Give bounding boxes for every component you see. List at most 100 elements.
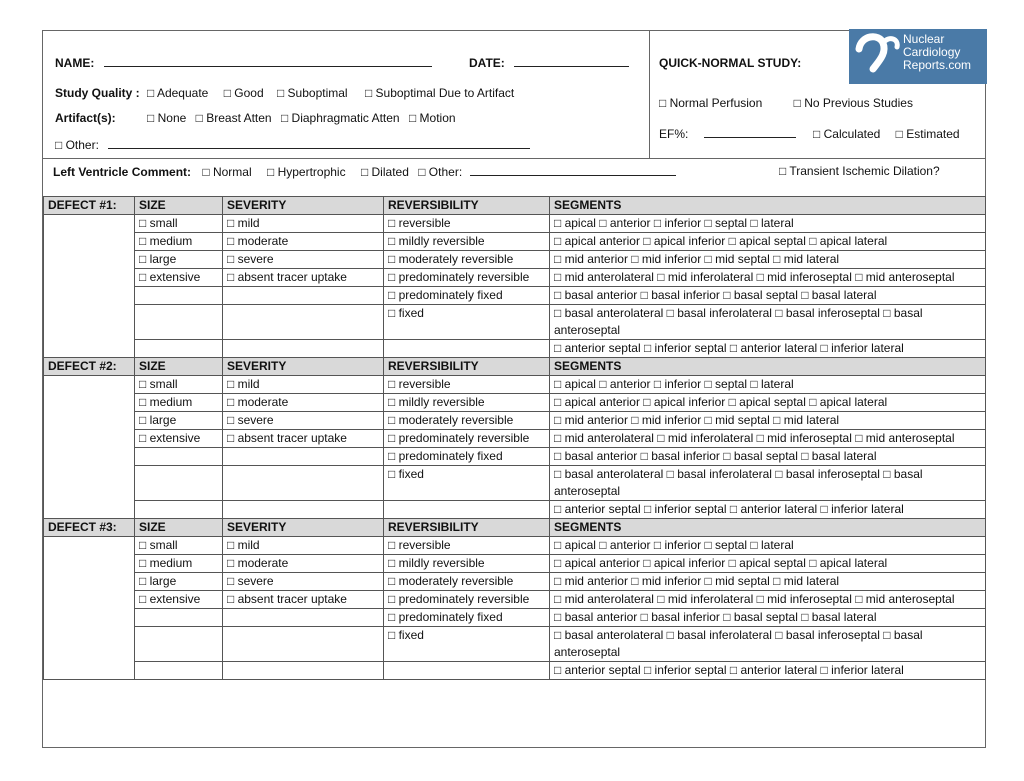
severity-option[interactable]: □ absent tracer uptake	[222, 590, 384, 609]
table-row: □ large □ severe □ moderately reversible □ …	[44, 250, 986, 269]
reversibility-option[interactable]: □ reversible	[383, 536, 550, 555]
segments-option[interactable]: □ mid anterolateral □ mid inferolateral …	[549, 590, 986, 609]
name-field[interactable]	[103, 55, 432, 67]
defects-table: DEFECT #1: SIZE SEVERITY REVERSIBILITY SEGME…	[43, 196, 986, 680]
size-option[interactable]: □ small	[134, 536, 223, 555]
severity-option[interactable]: □ severe	[222, 572, 384, 591]
option-suboptimal-artifact[interactable]: □ Suboptimal Due to Artifact	[364, 86, 515, 100]
lv-hypertrophic[interactable]: □ Hypertrophic	[266, 165, 346, 179]
reversibility-option[interactable]: □ fixed	[383, 465, 550, 501]
size-option	[134, 339, 223, 358]
reversibility-option[interactable]: □ mildly reversible	[383, 554, 550, 573]
no-previous-studies-checkbox[interactable]: □ No Previous Studies	[793, 96, 913, 110]
reversibility-option[interactable]: □ predominately fixed	[383, 286, 550, 305]
column-header-severity: SEVERITY	[222, 357, 384, 376]
reversibility-option[interactable]: □ moderately reversible	[383, 572, 550, 591]
date-field[interactable]	[514, 55, 630, 67]
reversibility-option[interactable]: □ reversible	[383, 375, 550, 394]
severity-option[interactable]: □ moderate	[222, 232, 384, 251]
table-row: □ fixed □ basal anterolateral □ basal inf…	[44, 304, 986, 340]
segments-option[interactable]: □ apical anterior □ apical inferior □ ap…	[549, 554, 986, 573]
size-option[interactable]: □ extensive	[134, 429, 223, 448]
other-field[interactable]	[108, 137, 531, 149]
segments-option[interactable]: □ mid anterior □ mid inferior □ mid sept…	[549, 411, 986, 430]
study-info: NAME: DATE: Study Quality : □ Adequate □…	[43, 31, 650, 158]
severity-option[interactable]: □ mild	[222, 375, 384, 394]
option-none[interactable]: □ None	[147, 111, 187, 125]
segments-option[interactable]: □ apical □ anterior □ inferior □ septal …	[549, 214, 986, 233]
size-option[interactable]: □ large	[134, 250, 223, 269]
option-adequate[interactable]: □ Adequate	[147, 86, 209, 100]
severity-option[interactable]: □ severe	[222, 411, 384, 430]
segments-option[interactable]: □ basal anterior □ basal inferior □ basa…	[549, 447, 986, 466]
segments-option[interactable]: □ basal anterior □ basal inferior □ basa…	[549, 286, 986, 305]
option-motion[interactable]: □ Motion	[408, 111, 456, 125]
reversibility-option[interactable]: □ predominately fixed	[383, 447, 550, 466]
severity-option[interactable]: □ mild	[222, 536, 384, 555]
segments-option[interactable]: □ anterior septal □ inferior septal □ an…	[549, 661, 986, 680]
size-option[interactable]: □ small	[134, 214, 223, 233]
severity-option[interactable]: □ severe	[222, 250, 384, 269]
size-option[interactable]: □ large	[134, 572, 223, 591]
reversibility-option[interactable]: □ predominately fixed	[383, 608, 550, 627]
table-row: □ medium □ moderate □ mildly reversible □ a…	[44, 554, 986, 573]
segments-option[interactable]: □ basal anterior □ basal inferior □ basa…	[549, 608, 986, 627]
segments-option[interactable]: □ apical □ anterior □ inferior □ septal …	[549, 536, 986, 555]
option-diaphragmatic-atten[interactable]: □ Diaphragmatic Atten	[280, 111, 400, 125]
size-option[interactable]: □ small	[134, 375, 223, 394]
option-good[interactable]: □ Good	[223, 86, 264, 100]
reversibility-option[interactable]: □ fixed	[383, 626, 550, 662]
reversibility-option[interactable]: □ predominately reversible	[383, 429, 550, 448]
segments-option[interactable]: □ mid anterior □ mid inferior □ mid sept…	[549, 572, 986, 591]
severity-option[interactable]: □ absent tracer uptake	[222, 268, 384, 287]
other-label[interactable]: □ Other:	[55, 138, 99, 152]
tid-checkbox[interactable]: □ Transient Ischemic Dilation?	[779, 164, 940, 178]
table-row: □ large □ severe □ moderately reversible □ …	[44, 572, 986, 591]
severity-option[interactable]: □ mild	[222, 214, 384, 233]
reversibility-option[interactable]: □ predominately reversible	[383, 268, 550, 287]
reversibility-option[interactable]: □ reversible	[383, 214, 550, 233]
estimated-checkbox[interactable]: □ Estimated	[895, 127, 960, 141]
option-suboptimal[interactable]: □ Suboptimal	[276, 86, 348, 100]
segments-option[interactable]: □ basal anterolateral □ basal inferolate…	[549, 465, 986, 501]
reversibility-option[interactable]: □ mildly reversible	[383, 393, 550, 412]
reversibility-option[interactable]: □ moderately reversible	[383, 411, 550, 430]
severity-option[interactable]: □ moderate	[222, 554, 384, 573]
normal-perfusion-checkbox[interactable]: □ Normal Perfusion	[659, 96, 763, 110]
segments-option[interactable]: □ mid anterolateral □ mid inferolateral …	[549, 429, 986, 448]
segments-option[interactable]: □ mid anterolateral □ mid inferolateral …	[549, 268, 986, 287]
lv-other[interactable]: □ Other:	[418, 165, 463, 179]
segments-option[interactable]: □ apical anterior □ apical inferior □ ap…	[549, 232, 986, 251]
segments-option[interactable]: □ apical □ anterior □ inferior □ septal …	[549, 375, 986, 394]
segments-option[interactable]: □ basal anterolateral □ basal inferolate…	[549, 304, 986, 340]
table-row: □ small □ mild □ reversible □ apical □ ante…	[43, 375, 986, 519]
segments-option[interactable]: □ apical anterior □ apical inferior □ ap…	[549, 393, 986, 412]
lv-dilated[interactable]: □ Dilated	[360, 165, 409, 179]
lv-other-field[interactable]	[469, 164, 676, 176]
size-option[interactable]: □ medium	[134, 393, 223, 412]
segments-option[interactable]: □ anterior septal □ inferior septal □ an…	[549, 339, 986, 358]
size-option[interactable]: □ medium	[134, 232, 223, 251]
size-option[interactable]: □ extensive	[134, 590, 223, 609]
reversibility-option[interactable]: □ moderately reversible	[383, 250, 550, 269]
size-option[interactable]: □ large	[134, 411, 223, 430]
segments-option[interactable]: □ mid anterior □ mid inferior □ mid sept…	[549, 250, 986, 269]
lv-normal[interactable]: □ Normal	[202, 165, 252, 179]
size-option	[134, 500, 223, 519]
size-option	[134, 447, 223, 466]
table-row: □ extensive □ absent tracer uptake □ predo…	[44, 590, 986, 609]
severity-option[interactable]: □ absent tracer uptake	[222, 429, 384, 448]
reversibility-option[interactable]: □ predominately reversible	[383, 590, 550, 609]
size-option[interactable]: □ extensive	[134, 268, 223, 287]
segments-option[interactable]: □ anterior septal □ inferior septal □ an…	[549, 500, 986, 519]
reversibility-option[interactable]: □ fixed	[383, 304, 550, 340]
reversibility-option[interactable]: □ mildly reversible	[383, 232, 550, 251]
ef-field[interactable]	[703, 126, 796, 138]
size-option[interactable]: □ medium	[134, 554, 223, 573]
segments-option[interactable]: □ basal anterolateral □ basal inferolate…	[549, 626, 986, 662]
severity-option[interactable]: □ moderate	[222, 393, 384, 412]
defect-label: DEFECT #2:	[43, 357, 135, 376]
calculated-checkbox[interactable]: □ Calculated	[813, 127, 881, 141]
table-row: □ anterior septal □ inferior septal □ an…	[44, 500, 986, 519]
option-breast-atten[interactable]: □ Breast Atten	[195, 111, 272, 125]
